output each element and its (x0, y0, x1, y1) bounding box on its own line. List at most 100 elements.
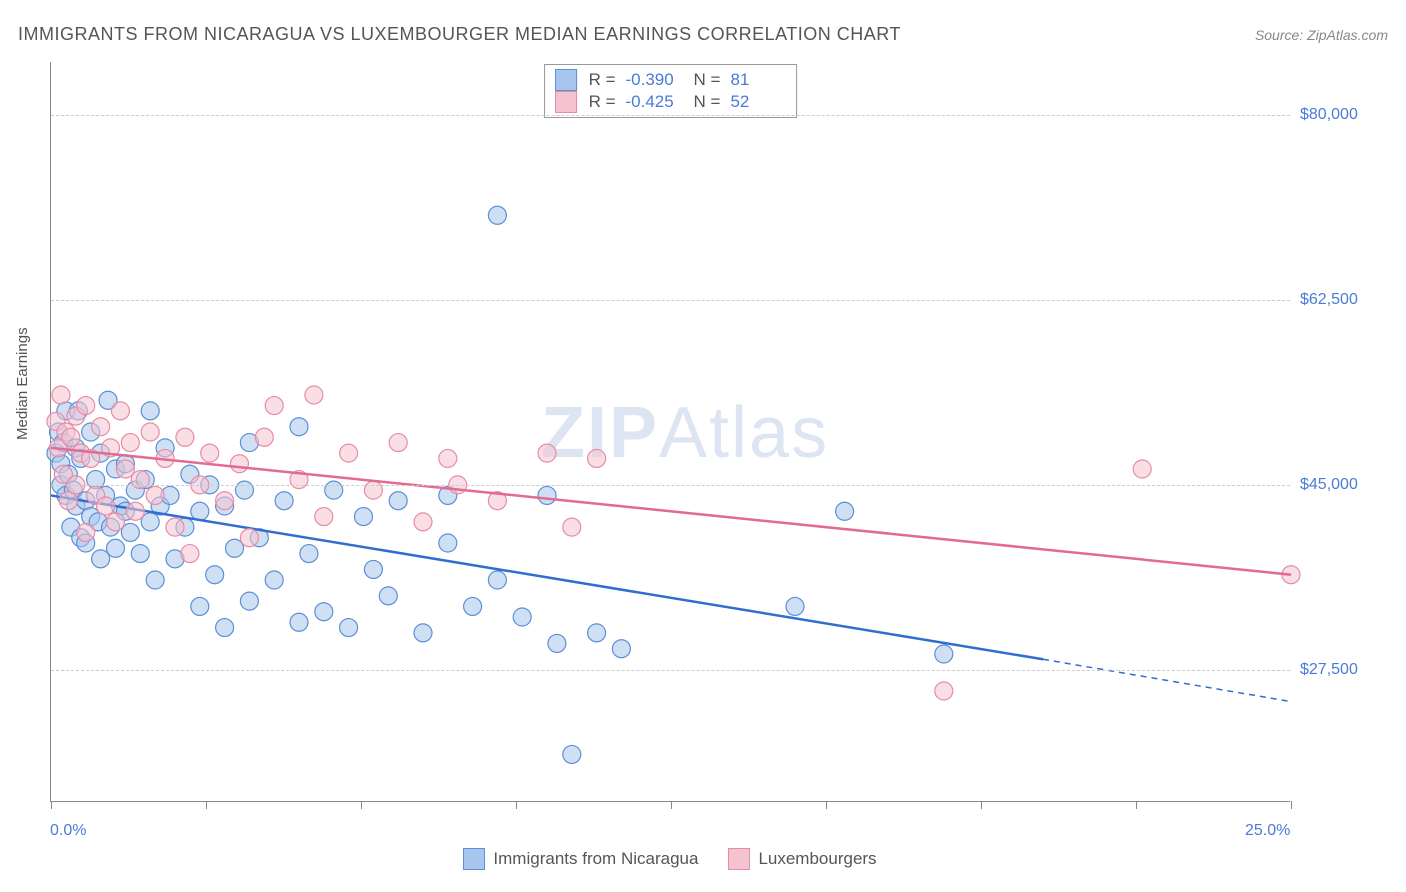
data-point (439, 534, 457, 552)
data-point (290, 613, 308, 631)
data-point (131, 471, 149, 489)
data-point (216, 492, 234, 510)
legend-stat-row: R =-0.390N =81 (555, 69, 787, 91)
legend-swatch (555, 69, 577, 91)
data-point (305, 386, 323, 404)
data-point (488, 571, 506, 589)
data-point (439, 449, 457, 467)
legend-item: Immigrants from Nicaragua (463, 848, 698, 870)
source-attribution: Source: ZipAtlas.com (1255, 27, 1388, 43)
data-point (92, 418, 110, 436)
x-tick (206, 801, 207, 809)
data-point (181, 545, 199, 563)
title-bar: IMMIGRANTS FROM NICARAGUA VS LUXEMBOURGE… (18, 24, 1388, 45)
data-point (275, 492, 293, 510)
scatter-svg (51, 62, 1290, 801)
trend-line-extrapolated (1043, 659, 1291, 701)
x-tick (361, 801, 362, 809)
y-tick-label: $45,000 (1300, 476, 1380, 494)
data-point (52, 386, 70, 404)
data-point (235, 481, 253, 499)
legend-stat-row: R =-0.425N =52 (555, 91, 787, 113)
data-point (265, 571, 283, 589)
correlation-legend: R =-0.390N =81R =-0.425N =52 (544, 64, 798, 118)
data-point (538, 444, 556, 462)
data-point (176, 428, 194, 446)
x-tick (671, 801, 672, 809)
chart-title: IMMIGRANTS FROM NICARAGUA VS LUXEMBOURGE… (18, 24, 901, 45)
data-point (201, 444, 219, 462)
y-axis-title: Median Earnings (14, 327, 31, 440)
data-point (935, 645, 953, 663)
data-point (77, 397, 95, 415)
data-point (121, 434, 139, 452)
data-point (77, 523, 95, 541)
data-point (563, 745, 581, 763)
stat-label: R = (589, 70, 616, 90)
data-point (166, 518, 184, 536)
x-tick (516, 801, 517, 809)
data-point (97, 497, 115, 515)
data-point (389, 492, 407, 510)
data-point (206, 566, 224, 584)
x-tick (826, 801, 827, 809)
stat-label: R = (589, 92, 616, 112)
y-tick-label: $80,000 (1300, 106, 1380, 124)
data-point (340, 444, 358, 462)
legend-swatch (555, 91, 577, 113)
data-point (59, 492, 77, 510)
x-tick-label: 25.0% (1245, 822, 1290, 840)
data-point (126, 502, 144, 520)
x-tick (1136, 801, 1137, 809)
gridline (51, 485, 1290, 486)
y-tick-label: $62,500 (1300, 291, 1380, 309)
x-tick (51, 801, 52, 809)
data-point (588, 624, 606, 642)
data-point (379, 587, 397, 605)
legend-label: Luxembourgers (758, 849, 876, 869)
data-point (290, 418, 308, 436)
legend-swatch (463, 848, 485, 870)
stat-label: N = (694, 92, 721, 112)
legend-label: Immigrants from Nicaragua (493, 849, 698, 869)
data-point (513, 608, 531, 626)
data-point (588, 449, 606, 467)
data-point (131, 545, 149, 563)
series-legend: Immigrants from Nicaragua Luxembourgers (50, 848, 1290, 870)
data-point (364, 560, 382, 578)
data-point (216, 619, 234, 637)
data-point (935, 682, 953, 700)
data-point (255, 428, 273, 446)
data-point (230, 455, 248, 473)
data-point (265, 397, 283, 415)
data-point (389, 434, 407, 452)
stat-r-value: -0.425 (626, 92, 682, 112)
data-point (240, 592, 258, 610)
data-point (111, 402, 129, 420)
data-point (836, 502, 854, 520)
legend-swatch (728, 848, 750, 870)
data-point (315, 508, 333, 526)
trend-line (51, 495, 1043, 659)
data-point (786, 597, 804, 615)
data-point (1133, 460, 1151, 478)
data-point (464, 597, 482, 615)
gridline (51, 300, 1290, 301)
data-point (141, 423, 159, 441)
data-point (146, 571, 164, 589)
data-point (325, 481, 343, 499)
data-point (315, 603, 333, 621)
data-point (548, 634, 566, 652)
data-point (414, 513, 432, 531)
data-point (300, 545, 318, 563)
data-point (488, 206, 506, 224)
y-tick-label: $27,500 (1300, 661, 1380, 679)
data-point (354, 508, 372, 526)
x-tick (981, 801, 982, 809)
x-tick (1291, 801, 1292, 809)
data-point (106, 513, 124, 531)
data-point (62, 428, 80, 446)
stat-r-value: -0.390 (626, 70, 682, 90)
data-point (364, 481, 382, 499)
data-point (340, 619, 358, 637)
